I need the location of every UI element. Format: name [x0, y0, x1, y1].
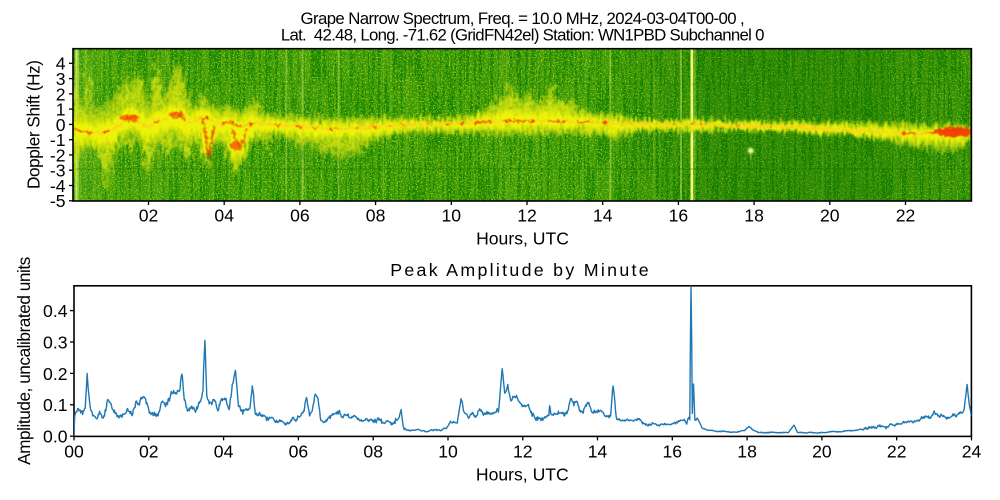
svg-text:16: 16 — [669, 205, 689, 225]
svg-text:2: 2 — [56, 84, 66, 104]
svg-text:06: 06 — [289, 441, 309, 461]
svg-text:Lat. 42.48, Long. -71.62 (Gri: Lat. 42.48, Long. -71.62 (GridFN42el) St… — [281, 26, 764, 45]
svg-text:16: 16 — [663, 441, 683, 461]
svg-text:0: 0 — [56, 115, 66, 135]
svg-text:0.2: 0.2 — [43, 364, 67, 384]
svg-text:-4: -4 — [50, 176, 66, 196]
svg-text:02: 02 — [139, 205, 159, 225]
svg-text:06: 06 — [290, 205, 310, 225]
svg-text:20: 20 — [820, 205, 840, 225]
svg-text:Peak Amplitude by Minute: Peak Amplitude by Minute — [390, 260, 651, 280]
svg-text:10: 10 — [442, 205, 462, 225]
svg-text:0.4: 0.4 — [43, 301, 68, 321]
svg-text:1: 1 — [56, 100, 66, 120]
svg-text:0.3: 0.3 — [43, 332, 68, 352]
svg-text:4: 4 — [56, 54, 66, 74]
svg-text:0.1: 0.1 — [43, 395, 67, 415]
svg-text:Amplitude, uncalibrated units: Amplitude, uncalibrated units — [14, 257, 34, 465]
svg-text:Grape Narrow Spectrum, Freq. =: Grape Narrow Spectrum, Freq. = 10.0 MHz,… — [301, 9, 745, 28]
svg-text:-1: -1 — [50, 130, 66, 150]
svg-text:02: 02 — [139, 441, 159, 461]
svg-text:Hours, UTC: Hours, UTC — [476, 464, 569, 484]
svg-text:24: 24 — [962, 441, 982, 461]
svg-text:14: 14 — [593, 205, 613, 225]
svg-text:00: 00 — [64, 441, 84, 461]
svg-text:04: 04 — [214, 441, 234, 461]
svg-text:-2: -2 — [50, 145, 66, 165]
svg-text:-3: -3 — [50, 161, 66, 181]
svg-text:14: 14 — [588, 441, 608, 461]
svg-text:3: 3 — [56, 69, 66, 89]
svg-text:Hours, UTC: Hours, UTC — [476, 228, 569, 248]
svg-text:12: 12 — [517, 205, 537, 225]
svg-text:18: 18 — [737, 441, 757, 461]
svg-text:0.0: 0.0 — [43, 427, 68, 447]
svg-text:22: 22 — [887, 441, 907, 461]
svg-text:08: 08 — [366, 205, 386, 225]
svg-text:04: 04 — [214, 205, 234, 225]
svg-text:-5: -5 — [50, 191, 66, 211]
svg-text:18: 18 — [744, 205, 764, 225]
svg-text:08: 08 — [363, 441, 383, 461]
svg-text:Doppler Shift (Hz): Doppler Shift (Hz) — [24, 60, 44, 189]
svg-text:12: 12 — [513, 441, 533, 461]
svg-text:22: 22 — [896, 205, 916, 225]
svg-text:20: 20 — [812, 441, 832, 461]
svg-text:10: 10 — [438, 441, 458, 461]
